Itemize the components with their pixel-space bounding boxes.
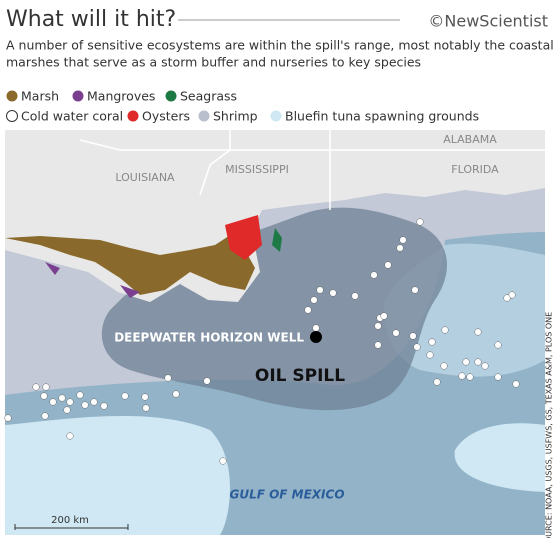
coral	[172, 390, 180, 398]
spill-label: OIL SPILL	[255, 366, 345, 386]
state-label: ALABAMA	[443, 133, 497, 146]
coral	[426, 351, 434, 359]
coral	[304, 306, 312, 314]
legend: Marsh Mangroves Seagrass Cold water coral Oy…	[6, 89, 479, 124]
coral	[81, 401, 89, 409]
coral	[466, 373, 474, 381]
coral	[512, 380, 520, 388]
coral	[474, 328, 482, 336]
well-label: DEEPWATER HORIZON WELL	[114, 331, 304, 345]
coral	[411, 286, 419, 294]
coral	[49, 398, 57, 406]
legend-swatch	[165, 90, 177, 102]
coral	[416, 218, 424, 226]
legend-label: Marsh	[21, 89, 59, 104]
legend-swatch	[6, 90, 18, 102]
coral	[458, 372, 466, 380]
coral	[142, 404, 150, 412]
legend-label: Bluefin tuna spawning grounds	[285, 109, 479, 124]
coral	[441, 326, 449, 334]
coral	[32, 383, 40, 391]
state-border	[79, 130, 545, 210]
title: What will it hit?	[6, 7, 176, 32]
source: SOURCE: NOAA, USGS, USFWS, GS, TEXAS A&M…	[545, 312, 554, 538]
legend-label: Oysters	[142, 109, 190, 124]
scale-label: 200 km	[51, 515, 89, 526]
coral	[4, 414, 12, 422]
tuna-area	[5, 415, 230, 535]
coral	[462, 358, 470, 366]
coral	[76, 391, 84, 399]
legend-label: Mangroves	[87, 89, 155, 104]
coral	[384, 261, 392, 269]
coral	[316, 286, 324, 294]
coral	[66, 432, 74, 440]
subtitle: marshes that serve as a storm buffer and…	[6, 55, 421, 70]
coral	[433, 378, 441, 386]
state-label: LOUISIANA	[115, 171, 175, 184]
coral	[58, 394, 66, 402]
coral	[40, 392, 48, 400]
subtitle: A number of sensitive ecosystems are wit…	[6, 38, 554, 53]
coral	[494, 373, 502, 381]
corals	[4, 218, 520, 465]
coral	[396, 244, 404, 252]
oysters	[225, 215, 262, 260]
legend-label: Seagrass	[180, 89, 237, 104]
tuna-area	[454, 423, 545, 492]
coral	[42, 383, 50, 391]
coral	[503, 294, 511, 302]
coral	[351, 292, 359, 300]
well-marker	[310, 331, 322, 343]
coral	[409, 332, 417, 340]
coral	[440, 362, 448, 370]
coral	[494, 341, 502, 349]
coral	[90, 398, 98, 406]
coral	[474, 358, 482, 366]
coral	[219, 457, 227, 465]
state-label: FLORIDA	[451, 163, 499, 176]
seagrass	[272, 228, 282, 252]
coral	[380, 312, 388, 320]
coral	[413, 343, 421, 351]
map: ALABAMA LOUISIANA MISSISSIPPI FLORIDA DE…	[4, 130, 554, 538]
legend-swatch	[127, 110, 139, 122]
legend-swatch	[6, 110, 18, 122]
legend-swatch	[72, 90, 84, 102]
coral	[374, 322, 382, 330]
coral	[100, 402, 108, 410]
coral	[312, 324, 320, 332]
coral	[392, 329, 400, 337]
legend-swatch	[270, 110, 282, 122]
coral	[370, 271, 378, 279]
credit: ©NewScientist	[428, 12, 548, 31]
coral	[41, 412, 49, 420]
mangroves	[45, 262, 140, 298]
coral	[203, 377, 211, 385]
marsh	[5, 225, 255, 295]
coral	[374, 341, 382, 349]
coral	[63, 406, 71, 414]
coral	[141, 393, 149, 401]
coral	[121, 392, 129, 400]
sea-label: GULF OF MEXICO	[229, 488, 344, 502]
coral	[164, 374, 172, 382]
state-label: MISSISSIPPI	[225, 163, 289, 176]
coral	[399, 236, 407, 244]
coral	[481, 362, 489, 370]
coral	[310, 296, 318, 304]
coral	[329, 289, 337, 297]
legend-label: Cold water coral	[21, 109, 123, 124]
legend-label: Shrimp	[213, 109, 258, 124]
coral	[66, 398, 74, 406]
coral	[428, 338, 436, 346]
legend-swatch	[198, 110, 210, 122]
